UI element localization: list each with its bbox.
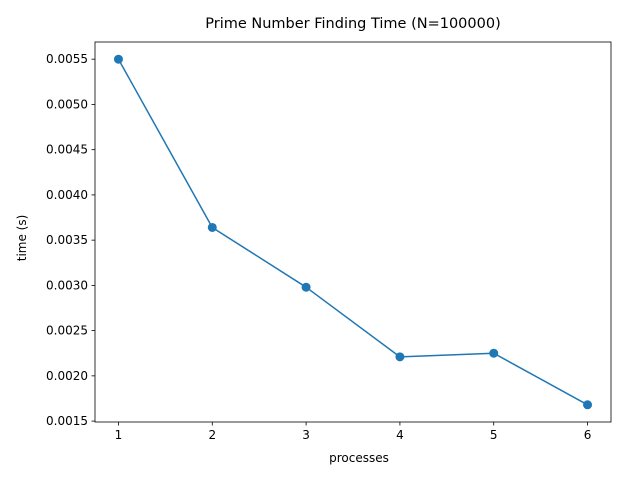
y-tick-label: 0.0050 xyxy=(46,97,88,111)
data-point xyxy=(113,54,123,64)
y-tick-label: 0.0045 xyxy=(46,143,88,157)
series-line xyxy=(117,58,589,406)
data-point xyxy=(395,352,405,362)
x-axis-label: processes xyxy=(329,451,389,465)
y-tick-label: 0.0025 xyxy=(46,324,88,338)
chart-title: Prime Number Finding Time (N=100000) xyxy=(205,16,501,32)
y-axis-ticks: 0.0015 0.0020 0.0025 0.0030 0.0035 0.0040 0.00… xyxy=(46,52,95,428)
data-point xyxy=(583,400,593,410)
y-axis-label: time (s) xyxy=(15,215,29,262)
plot-frame xyxy=(94,41,612,423)
x-tick-label: 1 xyxy=(115,428,123,442)
y-tick-label: 0.0040 xyxy=(46,188,88,202)
data-point xyxy=(301,282,311,292)
y-tick-label: 0.0015 xyxy=(46,414,88,428)
x-axis-ticks: 1 2 3 4 5 6 xyxy=(115,422,592,442)
y-tick-label: 0.0020 xyxy=(46,369,88,383)
x-tick-label: 5 xyxy=(490,428,498,442)
y-tick-label: 0.0030 xyxy=(46,278,88,292)
y-tick-label: 0.0035 xyxy=(46,233,88,247)
x-tick-label: 2 xyxy=(208,428,216,442)
x-tick-label: 6 xyxy=(584,428,592,442)
series-layer xyxy=(113,54,593,410)
data-point xyxy=(489,348,499,358)
x-tick-label: 4 xyxy=(396,428,404,442)
data-point xyxy=(207,222,217,232)
x-tick-label: 3 xyxy=(302,428,310,442)
y-tick-label: 0.0055 xyxy=(46,52,88,66)
